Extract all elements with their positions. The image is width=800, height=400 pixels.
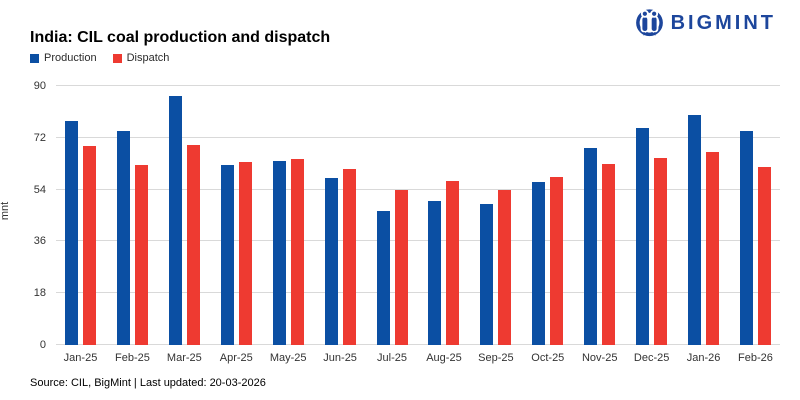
gridline [56, 136, 780, 138]
page-title: India: CIL coal production and dispatch [30, 29, 331, 46]
x-tick-label: Nov-25 [581, 352, 618, 364]
x-tick-label: Dec-25 [633, 352, 670, 364]
bar-group-aug-25: Aug-25 [426, 86, 462, 364]
x-tick-label: Jul-25 [377, 352, 408, 364]
legend-item-production: Production [30, 52, 97, 64]
plot-area: Jan-25 Feb-25 Mar-25 Apr-25 May-25 Jun-25 Jul-… [56, 85, 780, 364]
y-tick-label: 72 [33, 131, 46, 144]
bigmint-logo: BIGMINT [634, 8, 776, 39]
bar-production [116, 130, 130, 345]
bar-dispatch [446, 180, 460, 345]
bar-dispatch [602, 163, 616, 345]
x-tick-label: Jan-25 [63, 352, 98, 364]
bigmint-logo-text: BIGMINT [670, 12, 776, 34]
bar-production [428, 201, 442, 345]
bar-group-oct-25: Oct-25 [531, 86, 564, 364]
gridline [56, 240, 780, 242]
bar-production [168, 96, 182, 345]
legend-label: Production [44, 52, 97, 64]
bar-group-mar-25: Mar-25 [167, 86, 202, 364]
legend-item-dispatch: Dispatch [112, 52, 170, 64]
bar-group-feb-26: Feb-26 [738, 86, 773, 364]
y-tick-label: 54 [33, 183, 46, 196]
bar-dispatch [550, 176, 564, 345]
gridline [56, 344, 780, 345]
bar-dispatch [394, 189, 408, 345]
bar-group-jan-26: Jan-26 [687, 86, 720, 364]
bar-group-jan-25: Jan-25 [64, 86, 97, 364]
production-swatch-icon [30, 53, 39, 63]
y-tick-label: 0 [39, 339, 46, 351]
bar-dispatch [654, 157, 668, 345]
bar-production [480, 204, 494, 345]
legend-label: Dispatch [126, 52, 170, 64]
bar-production [272, 160, 286, 345]
bar-group-apr-25: Apr-25 [220, 86, 253, 364]
y-axis-title: mnt [0, 201, 12, 221]
y-tick-label: 18 [33, 287, 46, 300]
x-tick-label: May-25 [269, 352, 307, 364]
bar-group-dec-25: Dec-25 [634, 86, 669, 364]
x-tick-label: Aug-25 [426, 352, 462, 364]
gridline [56, 292, 780, 294]
dispatch-swatch-icon [112, 53, 122, 63]
legend: Production Dispatch [30, 52, 169, 64]
x-tick-label: Mar-25 [166, 352, 202, 364]
bar-production [324, 178, 338, 345]
x-tick-label: Apr-25 [219, 352, 253, 364]
x-tick-label: Sep-25 [478, 352, 514, 364]
y-tick-label: 90 [33, 80, 46, 92]
bar-group-jun-25: Jun-25 [323, 86, 357, 364]
bar-production [688, 114, 702, 345]
bar-production [220, 165, 234, 345]
gridline [56, 188, 780, 190]
bar-dispatch [134, 165, 148, 345]
bar-dispatch [83, 146, 96, 345]
bar-group-feb-25: Feb-25 [115, 86, 150, 364]
bar-production [376, 211, 390, 345]
y-tick-label: 36 [33, 235, 46, 248]
bar-dispatch [186, 145, 200, 345]
bar-production [739, 130, 753, 345]
bar-dispatch [238, 162, 252, 345]
bar-group-nov-25: Nov-25 [582, 86, 617, 364]
bar-dispatch [290, 159, 304, 345]
x-tick-label: Feb-25 [114, 352, 150, 364]
x-tick-label: Jan-26 [686, 352, 721, 364]
bar-group-jul-25: Jul-25 [376, 86, 408, 364]
source-note: Source: CIL, BigMint | Last updated: 20-… [30, 377, 266, 389]
bar-production [584, 147, 598, 345]
x-tick-label: Oct-25 [531, 352, 565, 364]
bar-dispatch [342, 169, 356, 345]
x-tick-label: Jun-25 [323, 352, 357, 364]
bar-group-may-25: May-25 [270, 86, 307, 364]
bar-dispatch [757, 166, 771, 345]
bar-groups: Jan-25 Feb-25 Mar-25 Apr-25 May-25 Jun-25 Jul-… [56, 86, 780, 364]
bar-production [636, 127, 650, 345]
bar-group-sep-25: Sep-25 [478, 86, 514, 364]
bar-dispatch [706, 152, 720, 345]
x-tick-label: Feb-26 [738, 352, 773, 364]
bigmint-penguins-icon [634, 8, 665, 39]
bar-dispatch [498, 189, 512, 345]
bar-production [532, 182, 546, 345]
gridline [56, 85, 780, 86]
bar-production [65, 120, 78, 345]
